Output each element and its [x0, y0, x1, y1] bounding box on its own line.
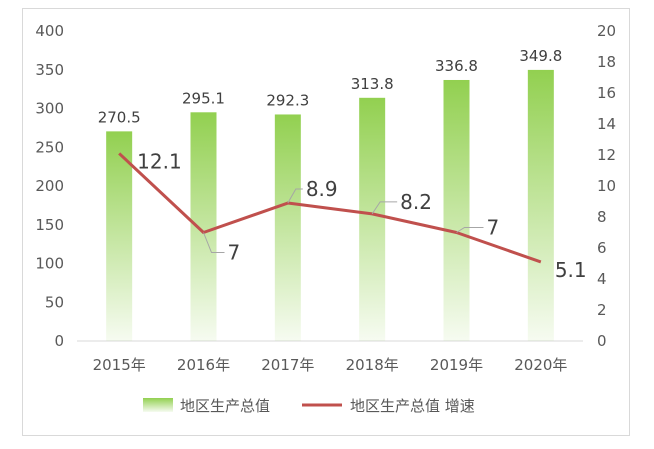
x-axis-tick-label: 2019年	[430, 356, 483, 374]
x-axis: 2015年 2016年 2017年 2018年 2019年 2020年	[77, 340, 583, 374]
line-label-leader	[203, 232, 225, 253]
bar	[359, 97, 386, 342]
line-value-label: 8.2	[400, 190, 432, 214]
x-axis-tick-label: 2020年	[514, 356, 567, 374]
right-axis-tick-label: 16	[597, 84, 616, 102]
left-axis-tick-label: 350	[35, 61, 64, 79]
bar-value-label: 349.8	[519, 47, 562, 65]
x-axis-tick-label: 2016年	[177, 356, 230, 374]
left-axis-tick-label: 200	[35, 177, 64, 195]
right-axis-tick-label: 0	[597, 332, 607, 350]
line-value-label: 7	[487, 216, 500, 240]
bar	[106, 131, 133, 341]
right-axis-tick-label: 10	[597, 177, 616, 195]
legend-line-label: 地区生产总值 增速	[350, 397, 475, 415]
left-axis-tick-label: 100	[35, 255, 64, 273]
bar	[443, 79, 470, 341]
right-axis-tick-label: 18	[597, 53, 616, 71]
x-axis-tick-label: 2015年	[93, 356, 146, 374]
right-axis-tick-label: 6	[597, 239, 607, 257]
line-value-label: 12.1	[137, 149, 182, 173]
bar-value-label: 292.3	[266, 91, 309, 109]
line-value-label: 7	[228, 241, 241, 265]
line-label-leader	[371, 201, 398, 215]
legend: 地区生产总值 地区生产总值 增速	[143, 397, 475, 415]
growth-line	[118, 152, 542, 264]
bar-value-label: 270.5	[98, 108, 141, 126]
line-series: 12.1 7 8.9 8.2 7 5.1	[118, 149, 587, 282]
bar-value-label: 295.1	[182, 89, 225, 107]
line-value-label: 8.9	[306, 177, 338, 201]
left-axis-tick-label: 150	[35, 216, 64, 234]
right-axis-tick-label: 4	[597, 270, 607, 288]
left-axis-tick-label: 250	[35, 138, 64, 156]
left-axis-tick-label: 50	[45, 293, 64, 311]
right-axis-tick-label: 20	[597, 22, 616, 40]
right-axis-tick-label: 2	[597, 301, 607, 319]
bar	[190, 112, 217, 341]
bar	[527, 69, 554, 341]
right-axis-tick-label: 12	[597, 146, 616, 164]
bar	[274, 114, 301, 341]
right-axis: 0 2 4 6 8 10 12 14 16 18 20	[597, 22, 616, 350]
right-axis-tick-label: 8	[597, 208, 607, 226]
line-value-label: 5.1	[555, 258, 587, 282]
bar-value-label: 336.8	[435, 57, 478, 75]
line-label-leader	[456, 227, 484, 233]
left-axis-tick-label: 0	[54, 332, 64, 350]
left-axis: 0 50 100 150 200 250 300 350 400	[35, 22, 64, 350]
left-axis-tick-label: 300	[35, 100, 64, 118]
x-axis-tick-label: 2018年	[346, 356, 399, 374]
legend-bar-swatch	[143, 398, 173, 412]
bar-value-label: 313.8	[351, 75, 394, 93]
x-axis-tick-label: 2017年	[261, 356, 314, 374]
legend-bar-label: 地区生产总值	[180, 397, 270, 415]
line-label-leader	[287, 188, 303, 204]
right-axis-tick-label: 14	[597, 115, 616, 133]
left-axis-tick-label: 400	[35, 22, 64, 40]
bar-series: 270.5 295.1 292.3 313.8 336.8 349.8	[98, 47, 562, 342]
